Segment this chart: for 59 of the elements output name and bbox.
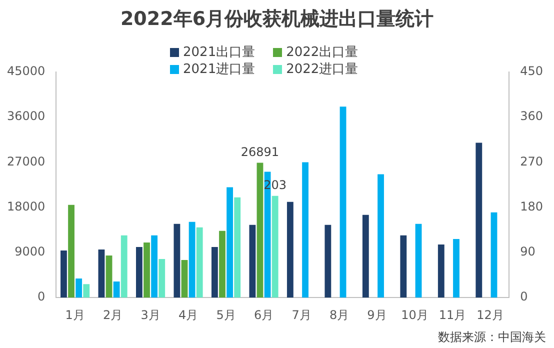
bar xyxy=(76,278,82,298)
bar xyxy=(272,196,278,298)
bar xyxy=(415,224,422,298)
bar xyxy=(211,246,218,298)
x-tick-label: 1月 xyxy=(65,308,85,322)
x-tick-label: 2月 xyxy=(102,308,123,322)
legend-label: 2022出口量 xyxy=(286,44,358,61)
bar xyxy=(324,224,332,298)
x-tick-label: 5月 xyxy=(216,308,236,322)
bar xyxy=(106,255,112,298)
data-label: 26891 xyxy=(240,144,280,159)
y-tick-label: 9000 xyxy=(14,244,46,259)
y2-tick-label: 450 xyxy=(520,64,543,78)
source-note: 数据来源：中国海关 xyxy=(438,330,546,344)
y2-tick-label: 270 xyxy=(520,154,543,168)
bar xyxy=(98,249,105,298)
legend-label: 2021出口量 xyxy=(183,44,256,61)
x-tick-label: 12月 xyxy=(476,308,504,322)
x-tick-label: 3月 xyxy=(140,308,160,322)
bar xyxy=(302,162,308,298)
y-tick-label: 0 xyxy=(38,290,46,304)
bar xyxy=(476,142,482,298)
bar xyxy=(174,224,180,298)
bar xyxy=(362,214,369,298)
y-tick-label: 18000 xyxy=(6,199,46,214)
bar xyxy=(188,222,196,298)
y2-tick-label: 360 xyxy=(520,109,543,124)
x-tick-label: 11月 xyxy=(438,308,466,322)
bar xyxy=(83,284,90,298)
x-tick-label: 10月 xyxy=(401,308,428,322)
legend-label: 2021进口量 xyxy=(183,61,256,78)
bar xyxy=(400,235,407,298)
bar xyxy=(286,202,294,298)
chart-title: 2022年6月份收获机械进出口量统计 xyxy=(119,7,435,32)
bar xyxy=(490,212,498,298)
y2-tick-label: 180 xyxy=(520,199,543,214)
bar xyxy=(438,244,444,298)
x-tick-label: 8月 xyxy=(329,308,350,322)
bar xyxy=(60,250,67,298)
y-tick-label: 36000 xyxy=(6,109,46,124)
bar xyxy=(340,106,346,298)
y2-tick-label: 0 xyxy=(520,290,528,304)
y2-tick-label: 90 xyxy=(520,244,536,259)
x-tick-label: 9月 xyxy=(367,308,387,322)
bar xyxy=(120,235,128,298)
bar xyxy=(196,227,203,298)
bar xyxy=(234,197,241,298)
bar xyxy=(378,174,384,298)
legend-label: 2022进口量 xyxy=(286,61,358,78)
bar xyxy=(136,246,142,298)
y-tick-label: 27000 xyxy=(6,154,46,168)
x-tick-label: 4月 xyxy=(178,308,198,322)
bar xyxy=(249,224,256,298)
bar xyxy=(68,204,74,298)
x-tick-label: 7月 xyxy=(292,308,312,322)
y-tick-label: 45000 xyxy=(6,64,46,78)
bar xyxy=(453,238,460,298)
bar xyxy=(158,259,166,298)
x-tick-label: 6月 xyxy=(254,308,274,322)
